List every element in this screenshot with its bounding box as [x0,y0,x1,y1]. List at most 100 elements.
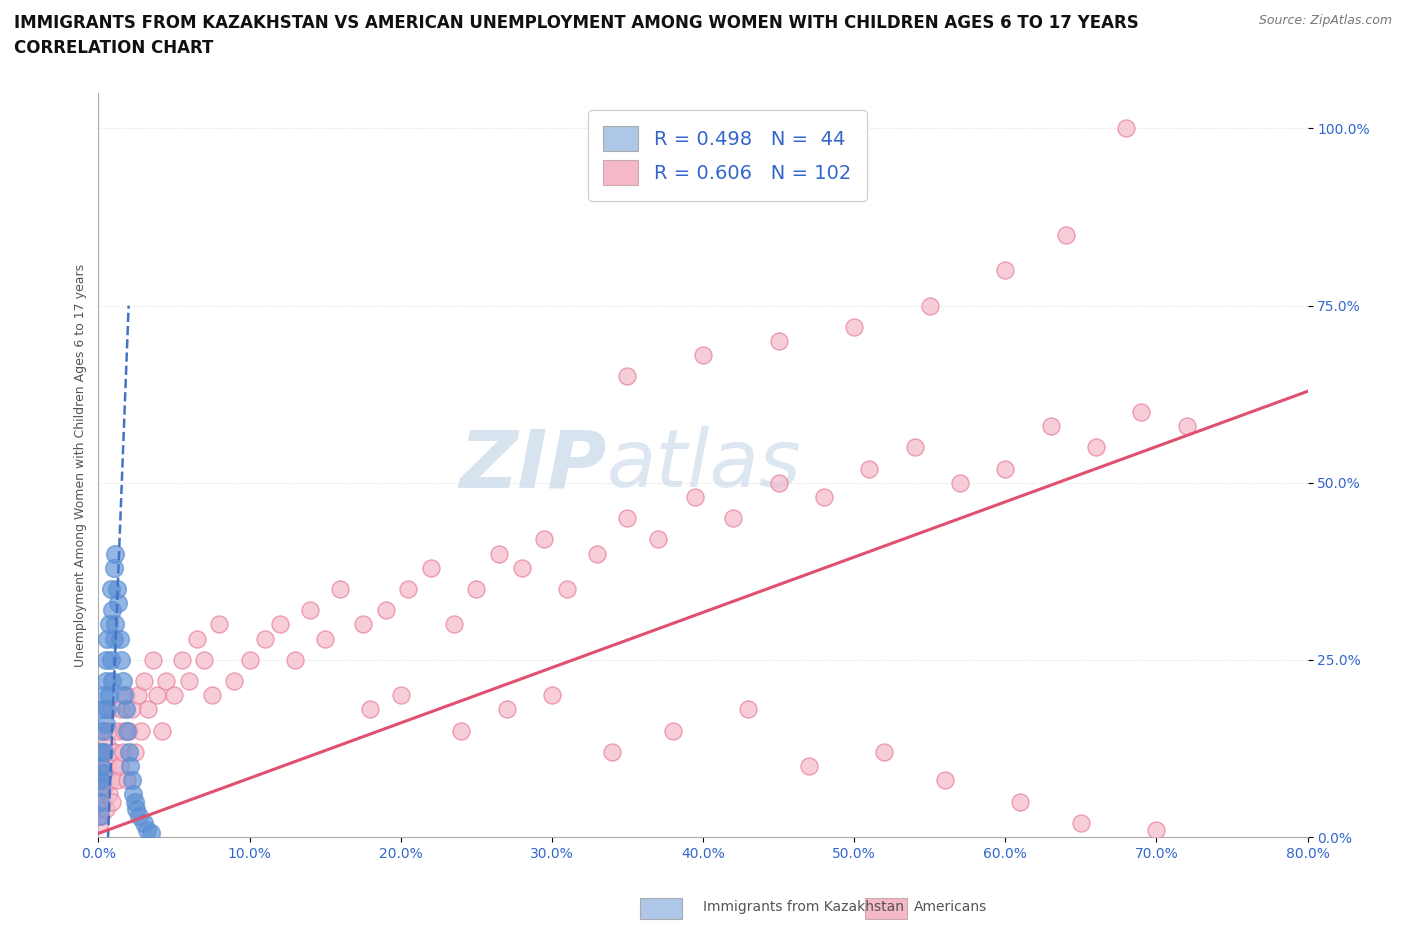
Point [100,702,122,717]
Point [90,808,112,823]
Point [994,262,1017,277]
Point [90,745,112,760]
Point [737,702,759,717]
Point [813,489,835,504]
Point [155,673,177,688]
Point [586,546,609,561]
Point [844,319,866,334]
Point [114,702,136,717]
Point [90,759,112,774]
Point [108,759,131,774]
Point [104,617,127,631]
Point [114,688,136,703]
Point [128,808,150,823]
Point [616,511,638,525]
Point [150,724,173,738]
Point [93,745,115,760]
Point [98,688,121,703]
Point [450,724,472,738]
Point [329,581,352,596]
Point [692,348,714,363]
Text: Source: ZipAtlas.com: Source: ZipAtlas.com [1258,14,1392,27]
Point [352,617,374,631]
Point [858,461,880,476]
Point [91,702,114,717]
Point [89,808,111,823]
Text: IMMIGRANTS FROM KAZAKHSTAN VS AMERICAN UNEMPLOYMENT AMONG WOMEN WITH CHILDREN AG: IMMIGRANTS FROM KAZAKHSTAN VS AMERICAN U… [14,14,1139,32]
Point [105,581,128,596]
Point [299,603,322,618]
Point [112,724,135,738]
Point [108,631,131,646]
Point [1144,822,1167,837]
Point [420,560,443,575]
Point [1085,440,1108,455]
Point [768,334,790,349]
Point [110,702,132,717]
Point [1070,816,1092,830]
Point [132,816,155,830]
Point [122,787,145,802]
Point [118,724,141,738]
Point [103,560,125,575]
Text: Immigrants from Kazakhstan: Immigrants from Kazakhstan [703,899,904,914]
Point [540,688,562,703]
Point [101,794,124,809]
Point [1130,405,1153,419]
Point [602,745,624,760]
Point [208,617,231,631]
Point [170,653,193,668]
Point [103,759,125,774]
Point [135,822,157,837]
Point [94,802,117,817]
Point [107,724,129,738]
Point [396,581,419,596]
Text: ZIP: ZIP [458,426,606,504]
Point [201,688,224,703]
Point [100,653,122,668]
Point [949,475,972,490]
Point [90,759,112,774]
Point [121,702,143,717]
Point [934,773,956,788]
Point [224,673,246,688]
Point [193,653,215,668]
Point [685,489,707,504]
Point [284,653,307,668]
Point [107,596,129,611]
Point [96,737,118,752]
Point [723,511,745,525]
Point [904,440,927,455]
Y-axis label: Unemployment Among Women with Children Ages 6 to 17 years: Unemployment Among Women with Children A… [75,263,87,667]
Text: CORRELATION CHART: CORRELATION CHART [14,39,214,57]
Point [98,617,121,631]
Point [510,560,533,575]
Point [96,631,118,646]
Point [91,765,114,780]
Point [239,653,262,668]
Point [269,617,291,631]
Point [118,745,141,760]
Point [91,794,114,809]
Point [163,688,186,703]
Point [104,745,127,760]
Point [129,724,152,738]
Point [94,773,117,788]
Point [98,724,121,738]
Point [93,780,115,795]
Point [661,724,683,738]
Point [616,369,638,384]
Point [443,617,465,631]
Point [127,688,149,703]
Point [1010,794,1032,809]
Point [873,745,896,760]
Point [994,461,1017,476]
Point [488,546,510,561]
Point [768,475,790,490]
Point [101,673,124,688]
Text: Americans: Americans [914,899,987,914]
Point [1175,418,1198,433]
Point [103,631,125,646]
Point [89,816,111,830]
Point [93,724,115,738]
